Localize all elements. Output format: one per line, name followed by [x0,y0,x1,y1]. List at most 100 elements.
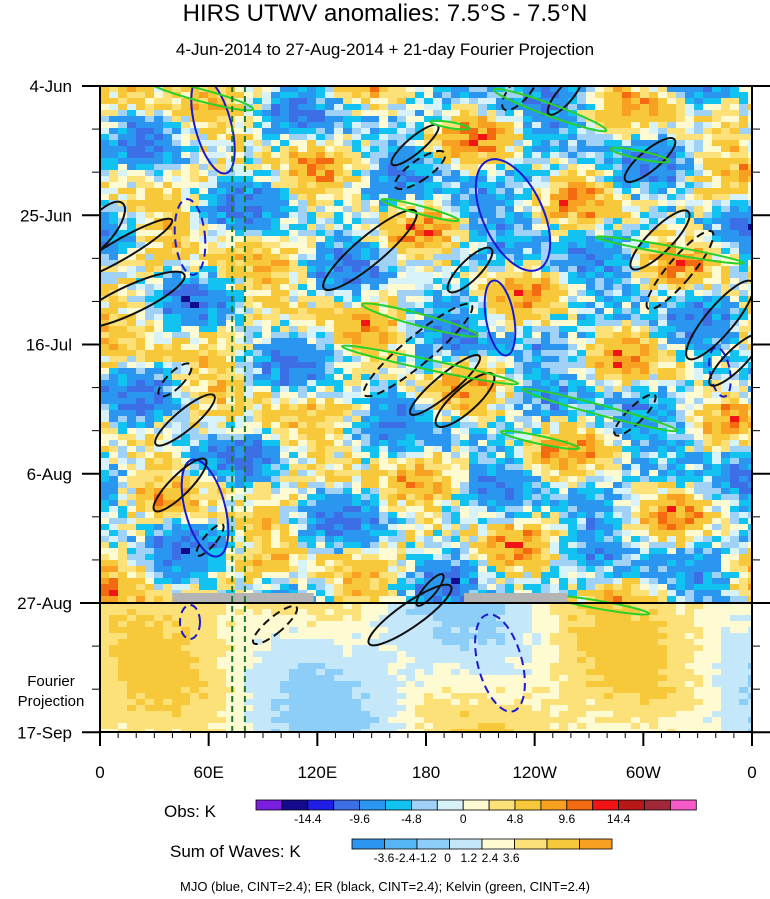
obs-cell [379,332,389,339]
obs-cell [370,410,380,417]
obs-cell [307,368,317,375]
obs-cell [415,86,425,93]
obs-cell [217,230,227,237]
obs-cell [694,98,704,105]
obs-cell [262,338,272,345]
obs-cell [496,470,506,477]
obs-cell [370,344,380,351]
obs-cell [685,200,695,207]
obs-cell [316,224,326,231]
obs-cell [667,296,677,303]
obs-cell [361,356,371,363]
obs-cell [496,140,506,147]
obs-cell [478,164,488,171]
obs-cell [190,98,200,105]
obs-cell [190,200,200,207]
obs-cell [271,104,281,111]
obs-cell [352,272,362,279]
obs-cell [361,182,371,189]
obs-cell [262,470,272,477]
obs-cell [145,422,155,429]
obs-cell [208,416,218,423]
obs-cell [397,128,407,135]
obs-cell [703,386,713,393]
obs-cell [550,386,560,393]
obs-cell [559,218,569,225]
obs-cell [532,398,542,405]
obs-cell [253,350,263,357]
obs-cell [271,302,281,309]
obs-cell [739,380,749,387]
obs-cell [289,260,299,267]
obs-cell [424,314,434,321]
obs-cell [262,380,272,387]
obs-cell [190,344,200,351]
obs-cell [505,392,515,399]
obs-cell [505,188,515,195]
obs-cell [127,338,137,345]
obs-cell [217,476,227,483]
obs-cell [136,338,146,345]
obs-cell [388,344,398,351]
obs-cell [307,356,317,363]
obs-cell [406,386,416,393]
obs-cell [325,392,335,399]
obs-cell [451,242,461,249]
obs-cell [361,488,371,495]
obs-cell [703,476,713,483]
obs-cell [352,242,362,249]
obs-cell [550,128,560,135]
obs-cell [496,368,506,375]
obs-cell [289,290,299,297]
obs-cell [298,254,308,261]
obs-cell [406,194,416,201]
obs-cell [532,422,542,429]
obs-cell [721,326,731,333]
obs-cell [613,470,623,477]
obs-cell [676,152,686,159]
obs-cell [379,464,389,471]
obs-cell [568,272,578,279]
obs-cell [190,182,200,189]
obs-cell [208,188,218,195]
obs-cell [181,146,191,153]
obs-cell [271,140,281,147]
obs-cell [316,98,326,105]
obs-cell [559,434,569,441]
obs-cell [226,92,236,99]
obs-cell [451,284,461,291]
obs-cell [145,104,155,111]
obs-cell [235,236,245,243]
obs-cell [406,158,416,165]
obs-cell [289,446,299,453]
obs-cell [631,326,641,333]
obs-cell [586,290,596,297]
obs-cell [739,272,749,279]
obs-cell [487,116,497,123]
obs-cell [397,326,407,333]
obs-cell [658,404,668,411]
obs-cell [496,230,506,237]
obs-cell [604,464,614,471]
obs-cell [667,392,677,399]
obs-cell [550,320,560,327]
obs-cell [208,200,218,207]
obs-cell [343,440,353,447]
obs-cell [289,134,299,141]
obs-cell [514,152,524,159]
obs-cell [613,332,623,339]
obs-cell [541,152,551,159]
obs-cell [505,482,515,489]
obs-cell [550,488,560,495]
obs-cell [172,368,182,375]
obs-cell [640,152,650,159]
obs-cell [568,182,578,189]
obs-cell [154,338,164,345]
obs-cell [694,416,704,423]
obs-cell [262,404,272,411]
obs-cell [577,392,587,399]
obs-cell [262,362,272,369]
obs-cell [172,164,182,171]
obs-cell [388,452,398,459]
obs-cell [298,164,308,171]
